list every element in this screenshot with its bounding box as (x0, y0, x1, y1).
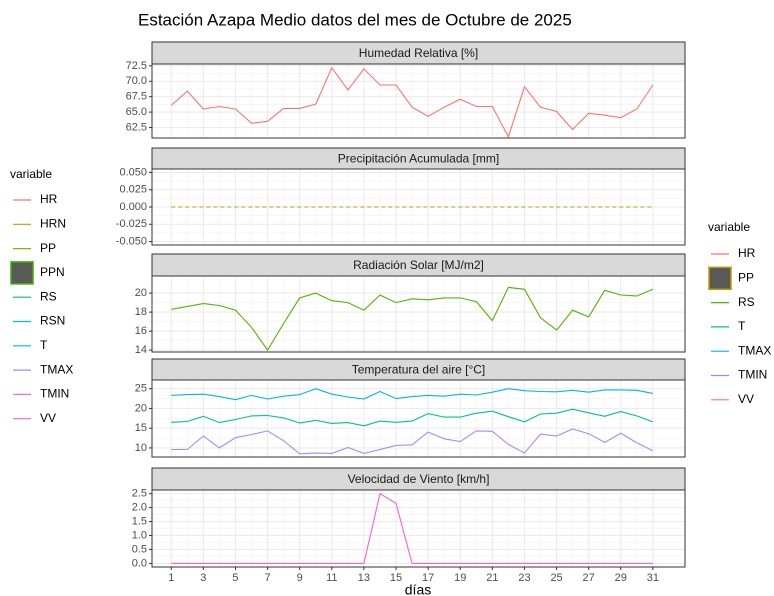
data-line (171, 408, 654, 427)
legend-label: HR (40, 192, 58, 206)
x-tick-label: 27 (583, 572, 595, 584)
data-line (171, 286, 654, 352)
facet-title: Velocidad de Viento [km/h] (348, 472, 490, 486)
facet-title: Radiación Solar [MJ/m2] (353, 258, 484, 272)
legend-label: RS (40, 289, 57, 303)
y-tick-label: 72.5 (126, 60, 147, 72)
y-tick-label: 62.5 (126, 121, 147, 133)
y-tick-label: 0.000 (119, 201, 147, 213)
y-tick-label: 0.050 (119, 166, 147, 178)
y-tick-label: 14 (135, 344, 147, 356)
plot-area (152, 380, 685, 457)
y-tick-label: 65.0 (126, 106, 147, 118)
x-tick-label: 1 (168, 572, 174, 584)
plot-area (152, 64, 685, 139)
x-tick-label: 11 (326, 572, 337, 584)
data-line (170, 66, 654, 139)
y-tick-label: 16 (135, 325, 147, 337)
x-tick-label: 5 (232, 572, 238, 584)
panel (152, 64, 685, 138)
y-tick-label: 18 (135, 306, 147, 318)
x-tick-label: 15 (390, 572, 402, 584)
data-line (171, 388, 654, 401)
plot-area (152, 490, 685, 567)
legend-swatch (708, 266, 732, 291)
chart-title: Estación Azapa Medio datos del mes de Oc… (138, 10, 572, 29)
y-tick-label: 15 (135, 422, 147, 434)
y-tick-label: 2.0 (132, 501, 147, 513)
legend-label: TMAX (738, 343, 771, 357)
facet-title: Precipitación Acumulada [mm] (338, 152, 499, 166)
legend-label: VV (40, 411, 56, 425)
y-tick-label: 67.5 (126, 91, 147, 103)
x-tick-label: 31 (647, 572, 659, 584)
x-tick-label: 3 (200, 572, 206, 584)
legend-label: PP (738, 270, 754, 284)
y-tick-label: 1.5 (132, 515, 147, 527)
y-tick-label: 70.0 (126, 75, 147, 87)
y-tick-label: 25 (135, 383, 147, 395)
legend-label: HRN (40, 216, 66, 230)
x-tick-label: 25 (550, 572, 562, 584)
facet-title: Humedad Relativa [%] (359, 46, 478, 60)
legend-label: PP (40, 241, 56, 255)
y-tick-label: 20 (135, 402, 147, 414)
panel-border (151, 379, 686, 458)
data-line (171, 428, 654, 455)
legend-label: HR (738, 246, 756, 260)
panel-border (151, 489, 686, 568)
x-tick-label: 13 (358, 572, 370, 584)
y-tick-label: 10 (135, 442, 147, 454)
panel-border (151, 63, 686, 139)
legend-label: RS (738, 295, 755, 309)
x-axis-label: días (405, 582, 431, 596)
y-tick-label: 20 (135, 287, 147, 299)
legend-label: TMIN (40, 387, 69, 401)
y-tick-label: 0.0 (132, 557, 147, 569)
x-tick-label: 9 (297, 572, 303, 584)
x-tick-label: 29 (615, 572, 627, 584)
plot-area (152, 276, 685, 352)
facet-title: Temperatura del aire [°C] (352, 363, 486, 377)
legend-label: T (40, 338, 48, 352)
plot-area (152, 169, 685, 245)
legend-label: TMIN (738, 368, 767, 382)
y-tick-label: 2.5 (132, 488, 147, 500)
y-tick-label: 0.5 (132, 543, 147, 555)
panel-border (151, 275, 686, 353)
y-tick-label: -0.050 (116, 235, 147, 247)
x-tick-label: 21 (486, 572, 498, 584)
x-tick-label: 7 (265, 572, 271, 584)
legend-title: variable (708, 220, 750, 234)
legend-title: variable (10, 167, 52, 181)
panel-border (151, 168, 686, 246)
x-tick-label: 17 (422, 572, 434, 584)
legend-label: TMAX (40, 362, 73, 376)
y-tick-label: -0.025 (116, 218, 147, 230)
x-tick-label: 19 (454, 572, 466, 584)
x-tick-label: 23 (518, 572, 530, 584)
panel (152, 276, 685, 352)
legend-label: VV (738, 392, 754, 406)
data-line (171, 492, 653, 564)
legend-label: RSN (40, 314, 65, 328)
legend-label: T (738, 319, 746, 333)
legend-swatch (10, 261, 34, 285)
legend-label: PPN (40, 265, 65, 279)
y-tick-label: 0.025 (119, 184, 147, 196)
y-tick-label: 1.0 (132, 529, 147, 541)
